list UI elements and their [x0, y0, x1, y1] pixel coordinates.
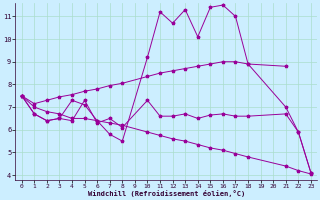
X-axis label: Windchill (Refroidissement éolien,°C): Windchill (Refroidissement éolien,°C)	[88, 190, 245, 197]
